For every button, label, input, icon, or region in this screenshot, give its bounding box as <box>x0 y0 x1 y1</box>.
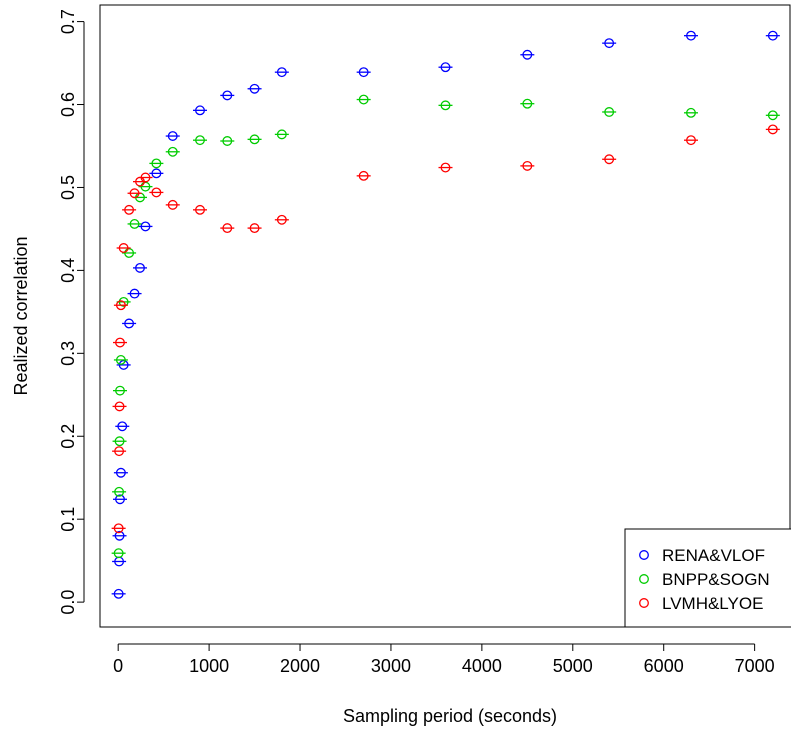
data-point <box>114 401 125 412</box>
data-point <box>767 30 778 41</box>
data-point <box>276 129 287 140</box>
data-point <box>115 300 126 311</box>
data-point <box>522 98 533 109</box>
data-point <box>135 262 145 273</box>
data-point <box>358 170 369 181</box>
legend-box <box>624 528 791 628</box>
y-tick-label: 0.0 <box>58 590 78 615</box>
data-point <box>151 158 162 169</box>
data-point <box>222 223 233 234</box>
data-point <box>767 124 778 135</box>
data-point <box>115 385 125 396</box>
data-point <box>522 49 533 60</box>
series-0 <box>111 30 780 599</box>
data-point <box>686 30 696 41</box>
legend-label: BNPP&SOGN <box>662 570 770 589</box>
x-tick-label: 5000 <box>553 656 593 676</box>
y-tick-label: 0.3 <box>58 341 78 366</box>
data-point <box>686 107 696 118</box>
y-tick-label: 0.2 <box>58 424 78 449</box>
data-point <box>118 296 129 307</box>
x-tick-label: 0 <box>113 656 123 676</box>
data-point <box>222 90 233 101</box>
legend-label: LVMH&LYOE <box>662 594 763 613</box>
y-tick-label: 0.7 <box>58 9 78 34</box>
data-point <box>604 38 615 49</box>
legend-marker <box>639 598 649 608</box>
data-point <box>358 67 369 78</box>
x-tick-label: 3000 <box>371 656 411 676</box>
data-point <box>118 243 129 253</box>
data-point <box>114 436 125 447</box>
data-point <box>440 62 451 73</box>
data-point <box>140 172 151 183</box>
data-point <box>249 83 260 94</box>
data-point <box>113 548 124 559</box>
data-point <box>114 486 125 497</box>
legend-label: RENA&VLOF <box>662 546 765 565</box>
data-point <box>249 134 260 145</box>
x-tick-label: 4000 <box>462 656 502 676</box>
legend-marker <box>639 574 649 584</box>
series-2 <box>111 124 780 534</box>
data-point <box>222 136 233 146</box>
data-point <box>140 221 151 232</box>
data-point <box>604 154 615 165</box>
y-tick-label: 0.4 <box>58 258 78 283</box>
data-point <box>167 131 178 141</box>
data-point <box>167 146 178 157</box>
data-point <box>124 248 135 258</box>
x-tick-label: 1000 <box>189 656 229 676</box>
x-tick-label: 2000 <box>280 656 320 676</box>
data-point <box>117 421 128 432</box>
y-tick-label: 0.1 <box>58 507 78 532</box>
series-1 <box>111 94 780 559</box>
data-point <box>114 530 125 541</box>
data-point <box>195 135 205 146</box>
data-point <box>124 204 135 215</box>
legend-marker <box>639 550 649 560</box>
data-point <box>115 467 126 478</box>
data-point <box>115 355 126 365</box>
data-point <box>522 160 533 171</box>
data-point <box>114 446 125 457</box>
data-point <box>358 94 369 105</box>
data-point <box>440 100 451 111</box>
data-point <box>151 168 162 179</box>
data-point <box>129 288 140 299</box>
data-point <box>249 223 260 234</box>
data-point <box>129 188 140 199</box>
data-point <box>276 214 287 225</box>
data-point <box>276 67 287 78</box>
data-point <box>167 199 178 210</box>
data-point <box>115 494 125 505</box>
data-point <box>604 107 615 117</box>
data-point <box>151 187 162 198</box>
data-point <box>686 135 696 146</box>
y-tick-label: 0.5 <box>58 175 78 200</box>
plot-frame <box>99 4 791 628</box>
x-tick-label: 6000 <box>644 656 684 676</box>
data-point <box>113 588 124 599</box>
data-point <box>124 318 135 329</box>
data-point <box>195 204 205 215</box>
data-point <box>440 162 451 173</box>
data-point <box>118 359 129 370</box>
data-point <box>129 218 140 229</box>
y-axis-label: Realized correlation <box>11 236 31 395</box>
data-point <box>195 105 205 116</box>
data-point <box>115 337 125 348</box>
y-tick-label: 0.6 <box>58 92 78 117</box>
x-axis-label: Sampling period (seconds) <box>343 706 557 726</box>
data-point <box>767 110 778 121</box>
data-point <box>113 523 124 534</box>
x-tick-label: 7000 <box>735 656 775 676</box>
